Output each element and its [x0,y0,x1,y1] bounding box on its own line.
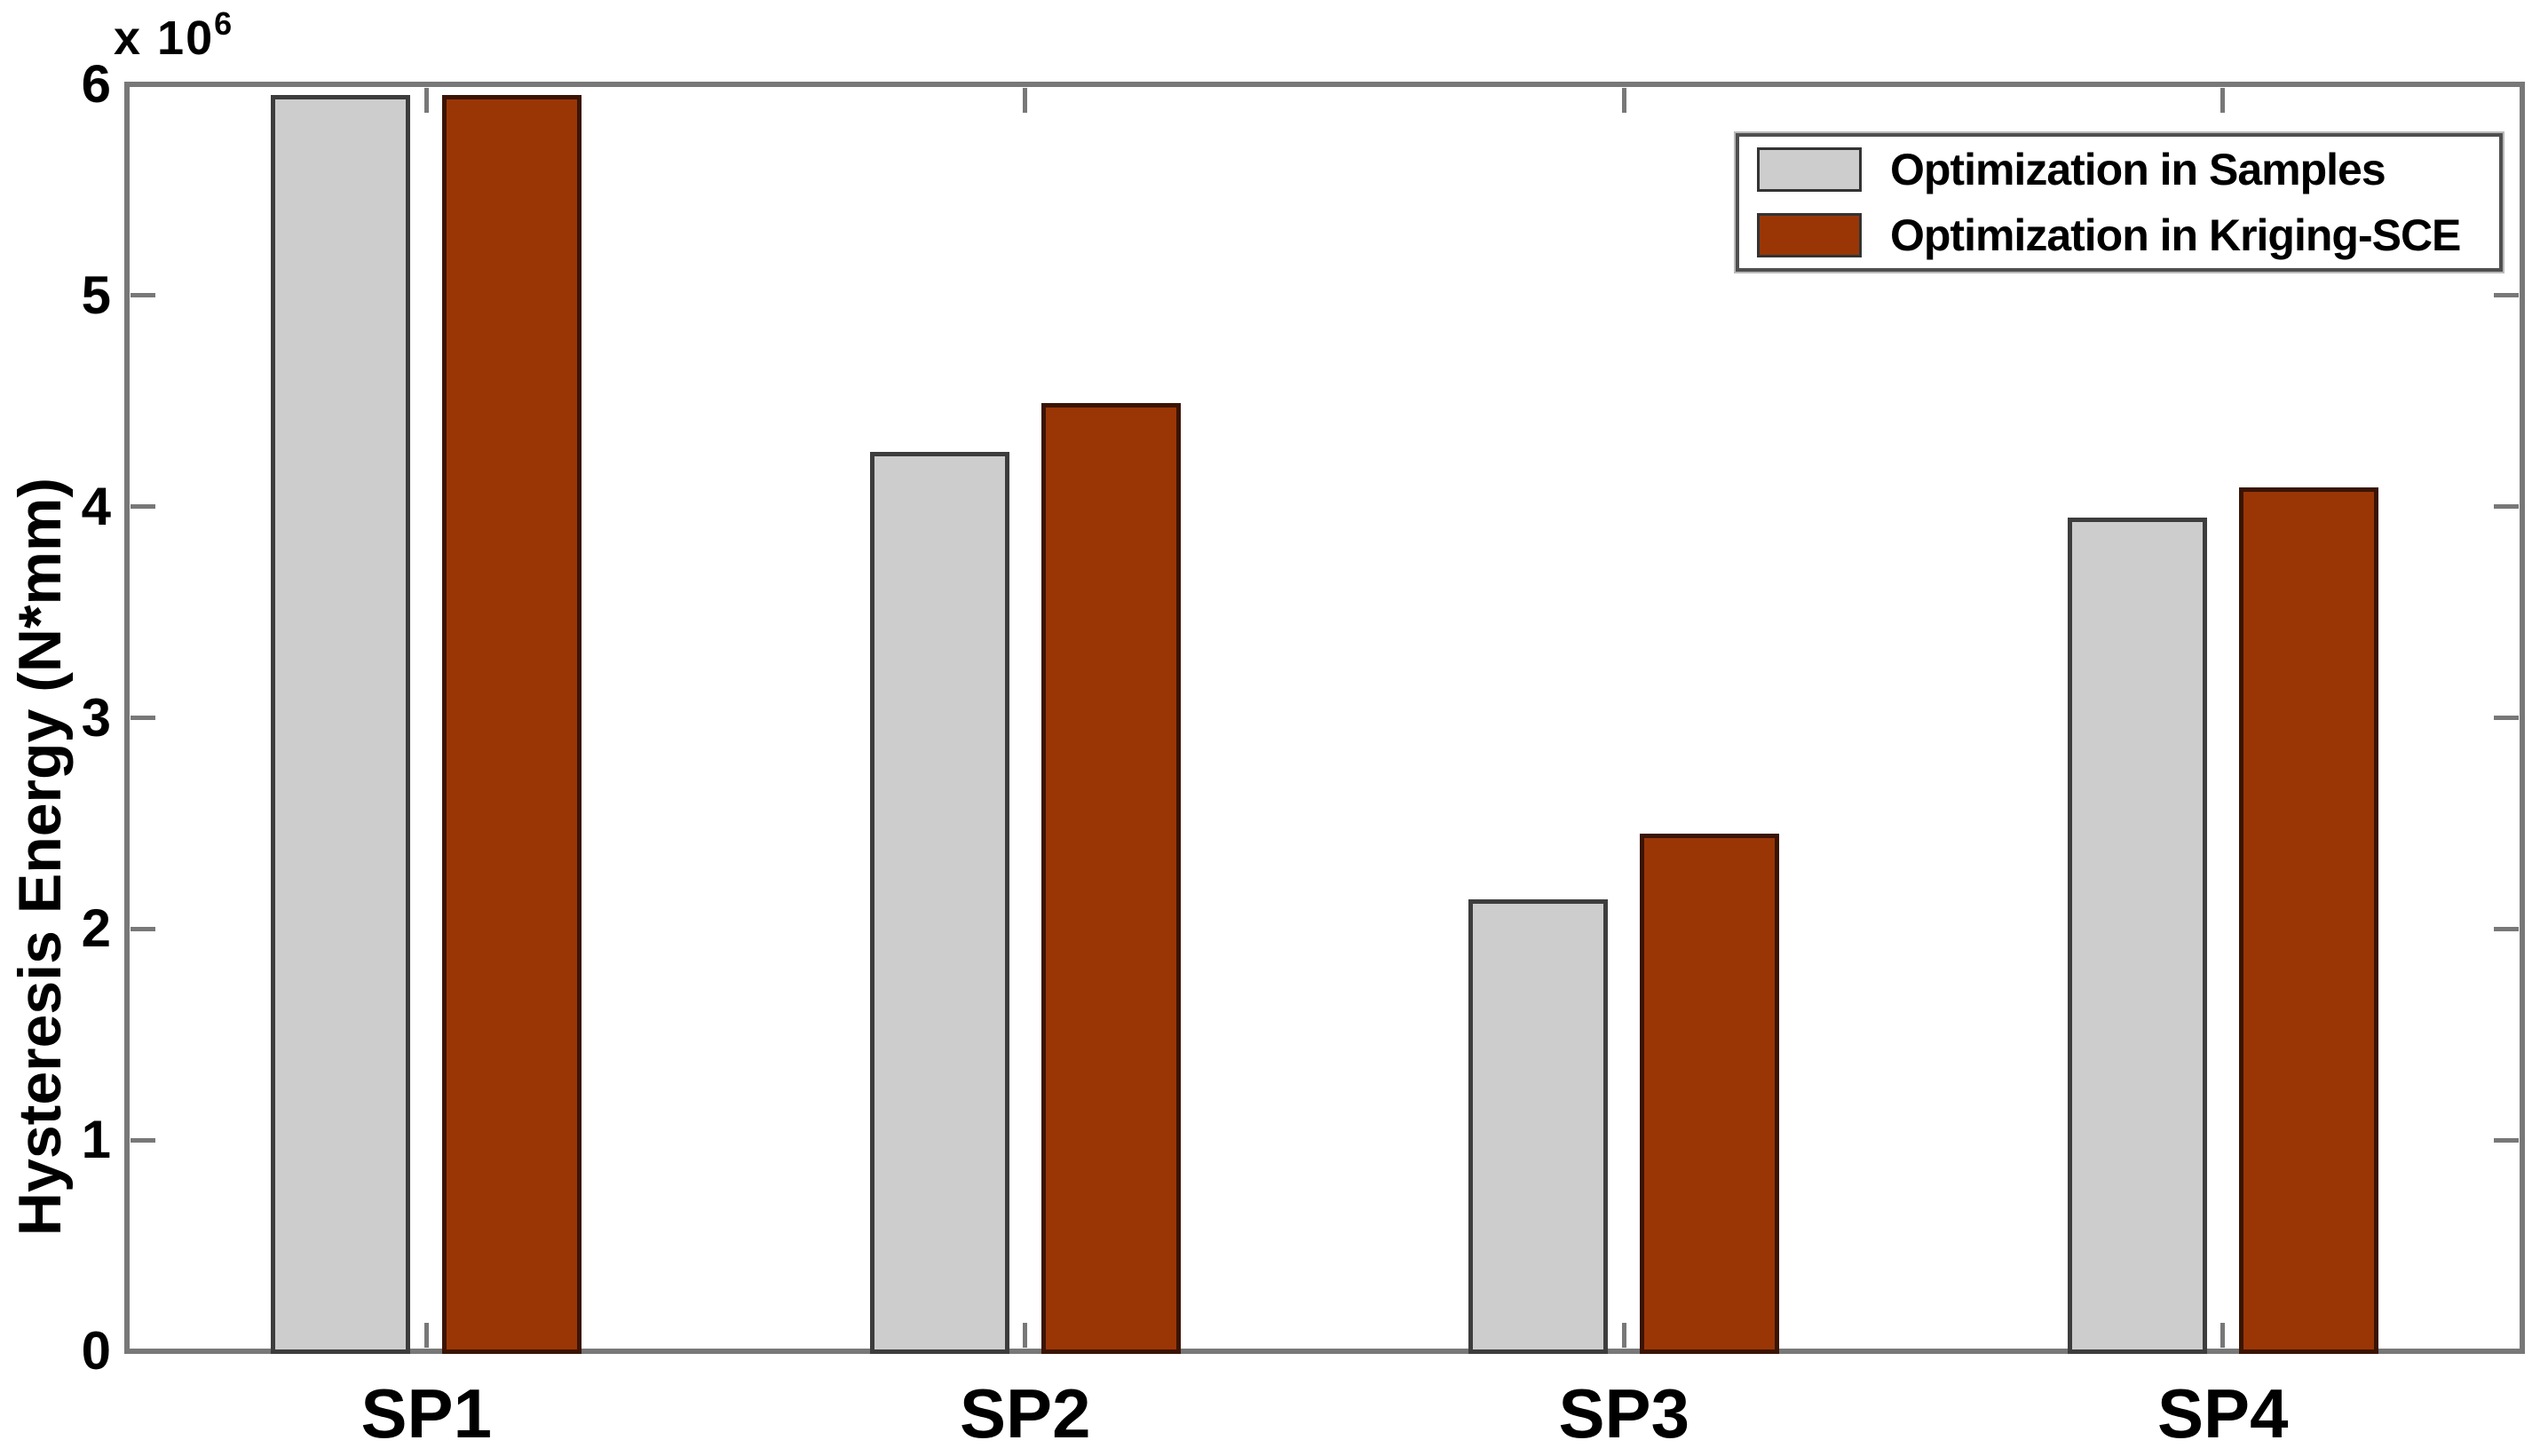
bar-sp2-series2 [1041,403,1181,1354]
x-tick-mark-top [2220,88,2226,113]
x-tick-mark-bottom [423,1323,429,1348]
y-tick-mark-right [2494,716,2519,720]
bar-sp2-series1 [869,451,1009,1354]
offset-mantissa: x 10 [114,12,215,65]
y-tick-mark-left [131,293,155,298]
legend-entry-1: Optimization in Samples [1757,144,2481,195]
y-tick-mark-right [2494,1137,2519,1143]
y-tick-mark-left [131,1137,155,1143]
x-tick-mark-top [1621,88,1626,113]
x-tick-mark-bottom [1023,1323,1028,1348]
y-tick-label-5: 5 [81,265,111,325]
y-tick-label-0: 0 [81,1321,111,1381]
legend-label-1: Optimization in Samples [1890,145,2386,194]
y-axis-offset-label: x 106 [114,5,232,66]
bar-sp3-series1 [1468,899,1609,1354]
bar-sp4-series1 [2067,517,2207,1354]
x-tick-mark-top [423,88,429,113]
bar-sp1-series1 [271,94,411,1354]
legend: Optimization in Samples Optimization in K… [1734,131,2504,273]
y-tick-mark-right [2494,926,2519,931]
y-tick-mark-right [2494,504,2519,510]
legend-label-2: Optimization in Kriging-SCE [1890,210,2461,260]
y-tick-label-4: 4 [81,476,111,536]
legend-swatch-2 [1757,213,1862,257]
y-tick-label-1: 1 [81,1110,111,1170]
y-tick-label-2: 2 [81,898,111,959]
y-tick-mark-left [131,926,155,931]
x-tick-label-sp4: SP4 [2157,1374,2289,1452]
x-tick-mark-bottom [1621,1323,1626,1348]
bar-sp1-series2 [442,94,582,1354]
x-tick-label-sp1: SP1 [360,1374,492,1452]
legend-swatch-1 [1757,147,1862,192]
x-tick-label-sp2: SP2 [960,1374,1091,1452]
x-tick-mark-top [1023,88,1028,113]
y-tick-mark-left [131,504,155,510]
bar-sp4-series2 [2238,487,2378,1354]
x-tick-label-sp3: SP3 [1558,1374,1689,1452]
legend-entry-2: Optimization in Kriging-SCE [1757,210,2481,261]
x-tick-mark-bottom [2220,1323,2226,1348]
y-tick-label-6: 6 [81,54,111,114]
y-tick-mark-left [131,716,155,720]
offset-exponent: 6 [214,5,233,42]
y-tick-label-3: 3 [81,687,111,748]
plot-area [124,82,2525,1354]
bar-sp3-series2 [1640,834,1780,1354]
y-tick-mark-right [2494,293,2519,298]
